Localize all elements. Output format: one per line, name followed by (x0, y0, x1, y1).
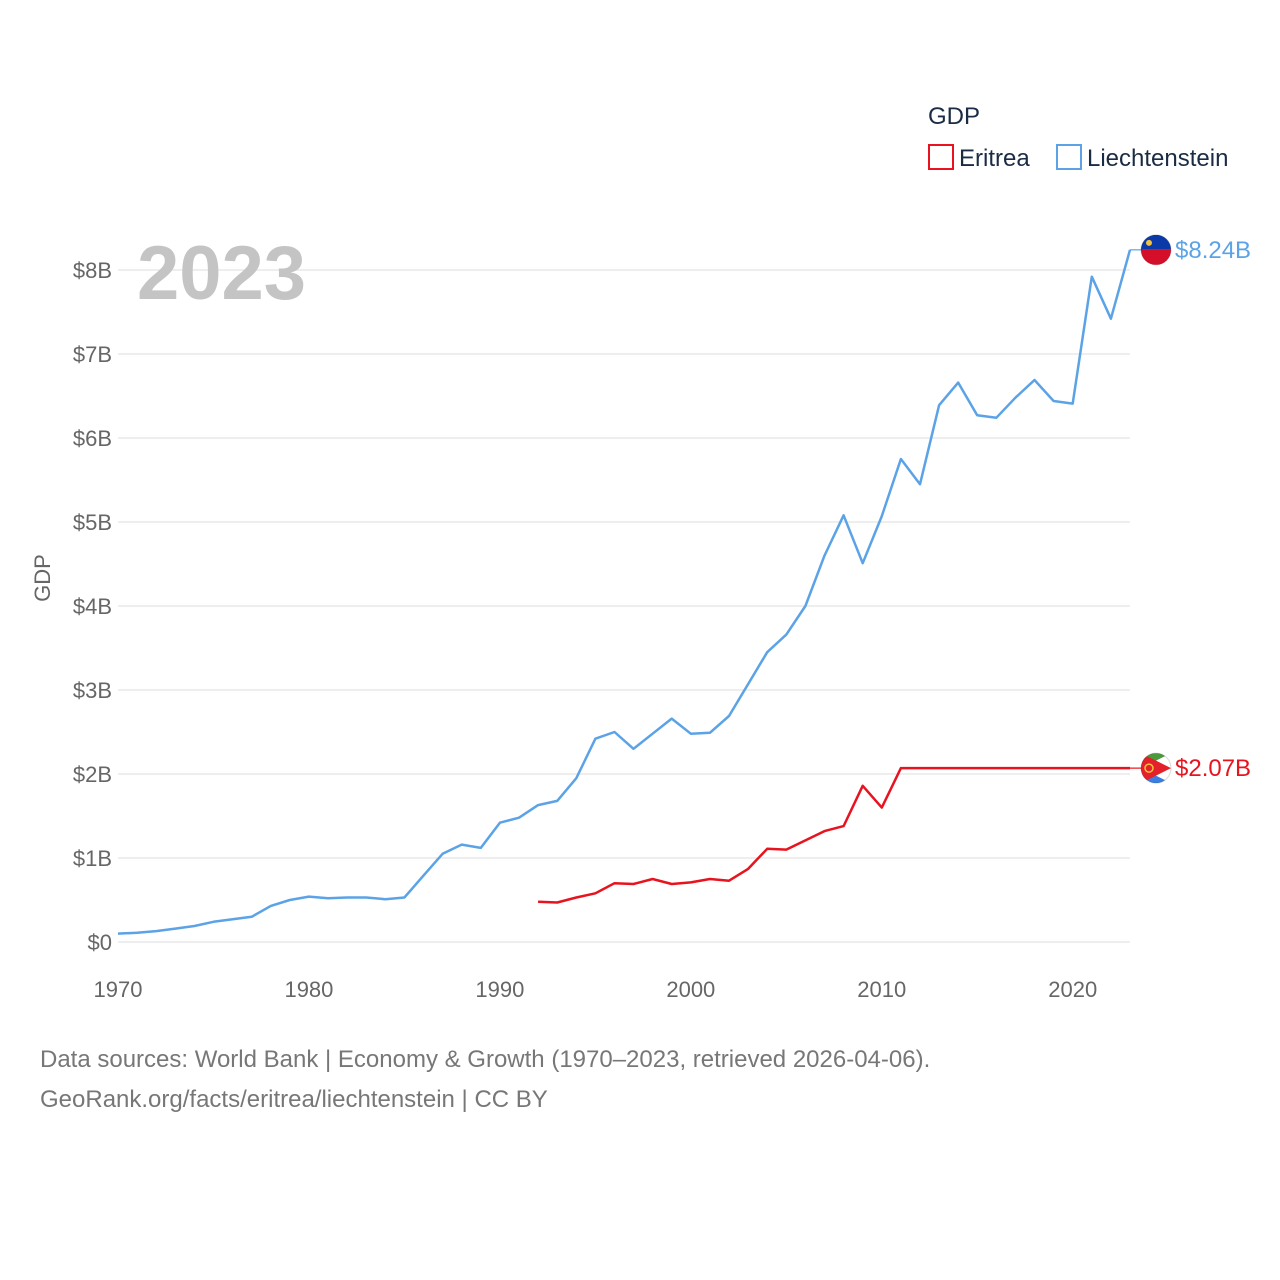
gdp-line-chart: $0 $1B $2B $3B $4B $5B $6B $7B $8B 1970 1980 1990 2… (30, 103, 1251, 1002)
x-tick-label: 1990 (475, 977, 524, 1002)
legend-item-eritrea[interactable]: Eritrea (928, 144, 1030, 172)
y-tick-label: $4B (73, 594, 112, 619)
liechtenstein-flag-icon (1140, 234, 1172, 266)
y-axis-ticks: $0 $1B $2B $3B $4B $5B $6B $7B $8B (73, 258, 112, 955)
legend-swatch-eritrea (928, 144, 954, 170)
y-tick-label: $8B (73, 258, 112, 283)
legend-label-eritrea: Eritrea (959, 145, 1030, 172)
series-line-eritrea (538, 766, 1130, 904)
end-value-label-eritrea: $2.07B (1175, 755, 1251, 782)
y-tick-label: $0 (88, 930, 112, 955)
end-labels: $2.07B $8.24B (1130, 234, 1251, 784)
y-tick-label: $1B (73, 846, 112, 871)
y-tick-label: $2B (73, 762, 112, 787)
x-tick-label: 2020 (1048, 977, 1097, 1002)
source-footer: Data sources: World Bank | Economy & Gro… (40, 1040, 1240, 1120)
series-line-liechtenstein (117, 249, 1132, 935)
x-tick-label: 2010 (857, 977, 906, 1002)
series-lines (117, 249, 1132, 935)
source-url[interactable]: GeoRank.org/facts/eritrea/liechtenstein … (40, 1086, 548, 1113)
x-tick-label: 1970 (94, 977, 143, 1002)
legend-label-liechtenstein: Liechtenstein (1087, 145, 1228, 172)
legend-title: GDP (928, 103, 980, 130)
year-label: 2023 (137, 231, 306, 316)
y-tick-label: $7B (73, 342, 112, 367)
y-tick-label: $6B (73, 426, 112, 451)
eritrea-flag-icon (1140, 752, 1172, 784)
grid-lines (118, 269, 1130, 943)
x-tick-label: 2000 (666, 977, 715, 1002)
legend-item-liechtenstein[interactable]: Liechtenstein (1056, 144, 1228, 172)
y-tick-label: $3B (73, 678, 112, 703)
legend-swatch-liechtenstein (1056, 144, 1082, 170)
y-axis-label: GDP (30, 554, 55, 602)
end-value-label-liechtenstein: $8.24B (1175, 237, 1251, 264)
x-tick-label: 1980 (284, 977, 333, 1002)
x-axis-ticks: 1970 1980 1990 2000 2010 2020 (94, 977, 1098, 1002)
y-tick-label: $5B (73, 510, 112, 535)
source-line: Data sources: World Bank | Economy & Gro… (40, 1046, 931, 1073)
